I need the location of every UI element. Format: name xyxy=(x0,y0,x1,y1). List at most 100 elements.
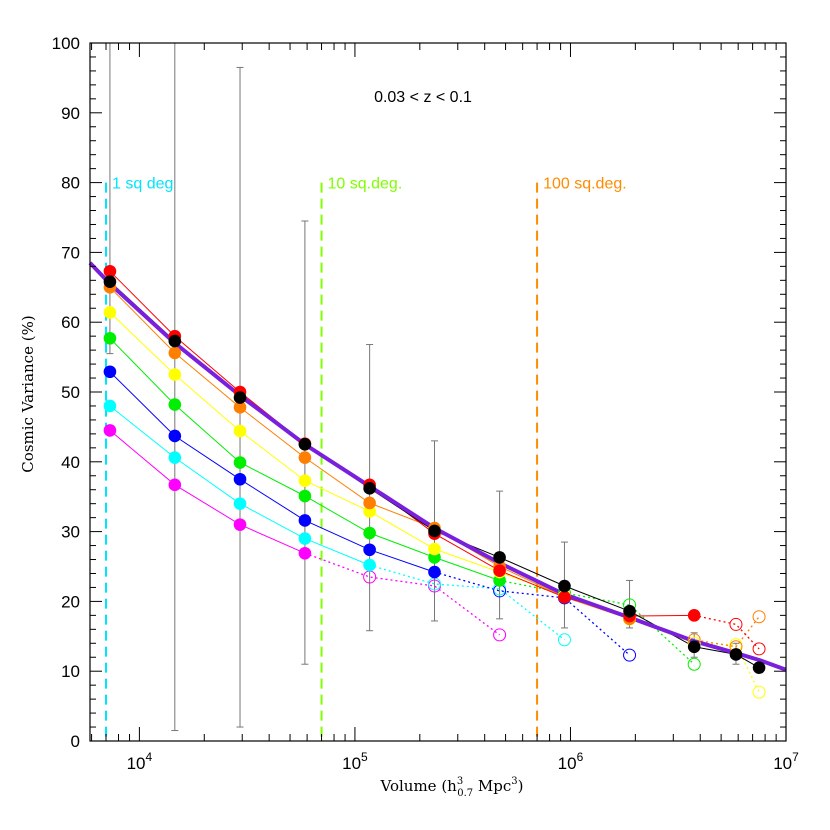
series-4-point-5 xyxy=(428,542,441,556)
series-6-point-9 xyxy=(687,609,701,622)
series-2-point-3 xyxy=(298,514,312,527)
series-4-open-point-3 xyxy=(752,685,766,699)
redshift-annotation: 0.03 < z < 0.1 xyxy=(374,89,472,106)
x-tick-label-exponent: 7 xyxy=(792,750,799,764)
x-tick-label-exponent: 4 xyxy=(146,750,153,764)
x-tick-label-base: 10 xyxy=(773,754,792,773)
x-tick-label-exponent: 5 xyxy=(361,750,368,764)
x-axis-title-pre: Volume (h xyxy=(380,777,458,795)
area-label-0: 1 sq deg xyxy=(112,176,173,193)
y-tick-label-5: 50 xyxy=(61,383,80,402)
y-tick-label-4: 40 xyxy=(61,453,80,472)
series-6-point-6 xyxy=(493,564,506,577)
series-1-point-2 xyxy=(233,497,247,510)
series-0-point-0 xyxy=(103,424,117,437)
x-tick-label-base: 10 xyxy=(558,754,577,773)
x-tick-label-base: 10 xyxy=(342,754,361,773)
series-7-point-9 xyxy=(687,640,701,654)
series-dotted-line-0 xyxy=(304,552,500,636)
x-tick-label-1: 105 xyxy=(342,750,368,773)
series-7-point-10 xyxy=(729,648,743,661)
series-7-point-5 xyxy=(428,524,441,538)
series-3-point-4 xyxy=(363,526,376,540)
series-3-open-point-2 xyxy=(687,657,701,671)
x-axis-title-sub: 0.7 xyxy=(457,788,473,799)
series-4-point-2 xyxy=(233,424,247,438)
series-line-4 xyxy=(109,312,565,597)
x-axis-title: Volume (h3 0.7 Mpc3) xyxy=(380,776,524,799)
series-2-point-2 xyxy=(233,472,247,486)
series-0-point-3 xyxy=(298,546,312,560)
series-3-point-3 xyxy=(298,489,312,503)
series-7-point-1 xyxy=(168,334,182,348)
series-dotted-line-2 xyxy=(434,571,631,656)
x-axis-title-close: ) xyxy=(518,777,524,795)
series-6-point-7 xyxy=(558,590,571,604)
series-5-point-1 xyxy=(168,346,182,360)
series-1-point-0 xyxy=(103,399,117,413)
data-points xyxy=(103,264,766,699)
survey-area-lines: 1 sq deg 10 sq.deg. 100 sq.deg. xyxy=(105,176,627,741)
series-1-point-3 xyxy=(298,532,312,545)
series-7-point-8 xyxy=(623,604,636,618)
x-axis-title-sup2: 3 xyxy=(511,776,517,787)
series-7-point-2 xyxy=(233,391,247,404)
series-4-point-1 xyxy=(168,368,182,381)
y-tick-label-0: 0 xyxy=(71,732,80,751)
series-0-open-point-2 xyxy=(493,628,507,642)
error-bars xyxy=(106,42,763,732)
series-2-open-point-2 xyxy=(623,648,637,662)
y-tick-label-2: 20 xyxy=(61,592,80,611)
series-0-point-1 xyxy=(168,478,182,492)
series-4-point-3 xyxy=(298,474,312,487)
series-2-point-1 xyxy=(168,429,182,443)
series-5-point-4 xyxy=(363,496,376,510)
area-label-1: 10 sq.deg. xyxy=(328,176,403,193)
series-7-point-11 xyxy=(752,661,766,675)
fit-curve xyxy=(88,261,787,672)
x-axis-title-post: Mpc xyxy=(473,777,511,795)
series-3-point-1 xyxy=(168,398,182,411)
x-tick-label-0: 104 xyxy=(127,750,153,773)
series-line-2 xyxy=(109,371,435,573)
y-tick-label-8: 80 xyxy=(61,174,80,193)
y-tick-label-6: 60 xyxy=(61,313,80,332)
series-6-point-0 xyxy=(103,264,117,278)
x-axis-title-sup: 3 xyxy=(457,776,463,787)
series-0-point-2 xyxy=(233,518,247,531)
y-tick-label-7: 70 xyxy=(61,243,80,262)
series-7-point-3 xyxy=(298,438,312,451)
series-3-point-2 xyxy=(233,456,247,469)
series-line-6 xyxy=(109,270,695,617)
series-7-point-0 xyxy=(103,275,117,289)
chart-text: 0.03 < z < 0.1 Cosmic Variance (%) Volum… xyxy=(19,89,523,799)
y-tick-label-9: 90 xyxy=(61,104,80,123)
series-5-point-3 xyxy=(298,451,312,464)
y-axis-title: Cosmic Variance (%) xyxy=(19,315,37,472)
series-4-point-0 xyxy=(103,306,117,319)
series-5-point-2 xyxy=(233,401,247,414)
y-tick-label-10: 100 xyxy=(52,34,80,53)
x-tick-label-base: 10 xyxy=(127,754,146,773)
series-line-0 xyxy=(109,430,306,554)
series-1-point-1 xyxy=(168,451,182,464)
series-3-point-0 xyxy=(103,331,117,345)
series-6-open-point-0 xyxy=(729,617,743,631)
series-1-point-4 xyxy=(363,558,376,572)
series-7-point-6 xyxy=(493,551,506,564)
series-5-open-point-2 xyxy=(752,610,766,624)
series-2-point-5 xyxy=(428,565,441,579)
series-6-open-point-1 xyxy=(752,642,766,656)
series-dotted-line-6 xyxy=(694,614,760,650)
x-tick-label-3: 107 xyxy=(773,750,799,773)
series-7-point-4 xyxy=(363,482,376,495)
series-dotted-line-3 xyxy=(499,579,695,665)
fit-curve-layer xyxy=(88,261,787,672)
y-tick-label-1: 10 xyxy=(61,662,80,681)
series-1-open-point-2 xyxy=(557,633,571,647)
series-7-point-7 xyxy=(558,579,571,593)
series-2-point-0 xyxy=(103,365,117,379)
area-label-2: 100 sq.deg. xyxy=(543,176,627,193)
